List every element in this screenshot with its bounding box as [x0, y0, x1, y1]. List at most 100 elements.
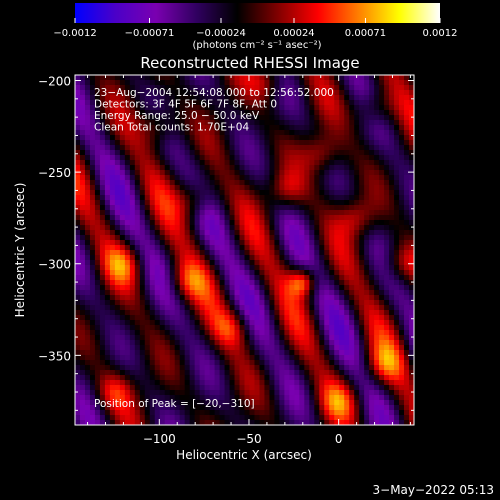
- heatmap-cell: [169, 170, 176, 176]
- heatmap-cell: [319, 310, 325, 316]
- heatmap-cell: [234, 305, 241, 311]
- heatmap-cell: [364, 140, 370, 146]
- heatmap-cell: [134, 330, 141, 336]
- heatmap-cell: [319, 225, 325, 231]
- heatmap-cell: [129, 325, 136, 331]
- heatmap-cell: [354, 100, 360, 106]
- heatmap-cell: [189, 165, 196, 171]
- heatmap-cell: [189, 255, 196, 261]
- heatmap-cell: [199, 135, 206, 141]
- heatmap-cell: [114, 130, 121, 136]
- heatmap-cell: [399, 205, 405, 211]
- heatmap-cell: [134, 110, 141, 116]
- heatmap-cell: [139, 285, 146, 291]
- heatmap-cell: [174, 215, 181, 221]
- heatmap-cell: [354, 225, 360, 231]
- heatmap-cell: [409, 160, 414, 166]
- heatmap-cell: [104, 100, 111, 106]
- heatmap-cell: [94, 405, 101, 411]
- heatmap-cell: [159, 325, 166, 331]
- heatmap-cell: [139, 220, 146, 226]
- heatmap-cell: [199, 240, 206, 246]
- heatmap-cell: [304, 340, 310, 346]
- heatmap-cell: [139, 310, 146, 316]
- heatmap-cell: [264, 180, 271, 186]
- heatmap-cell: [134, 405, 141, 411]
- heatmap-cell: [154, 370, 161, 376]
- heatmap-cell: [409, 380, 414, 386]
- heatmap-cell: [409, 245, 414, 251]
- heatmap-cell: [379, 340, 385, 346]
- heatmap-cell: [254, 150, 261, 156]
- heatmap-cell: [319, 185, 325, 191]
- heatmap-cell: [229, 145, 236, 151]
- heatmap-cell: [179, 355, 186, 361]
- heatmap-cell: [119, 260, 126, 266]
- heatmap-cell: [399, 375, 405, 381]
- heatmap-cell: [269, 240, 276, 246]
- heatmap-cell: [89, 110, 96, 116]
- heatmap-cell: [99, 240, 106, 246]
- heatmap-cell: [199, 155, 206, 161]
- heatmap-cell: [339, 75, 345, 81]
- heatmap-cell: [114, 220, 121, 226]
- heatmap-cell: [264, 270, 271, 276]
- heatmap-cell: [129, 90, 136, 96]
- heatmap-cell: [329, 110, 335, 116]
- heatmap-cell: [204, 265, 211, 271]
- heatmap-cell: [274, 270, 280, 276]
- heatmap-cell: [164, 285, 171, 291]
- heatmap-cell: [79, 140, 86, 146]
- heatmap-cell: [319, 220, 325, 226]
- heatmap-cell: [304, 75, 310, 81]
- heatmap-cell: [394, 180, 400, 186]
- heatmap-cell: [124, 400, 131, 406]
- heatmap-cell: [284, 400, 290, 406]
- heatmap-cell: [354, 290, 360, 296]
- heatmap-cell: [344, 165, 350, 171]
- heatmap-cell: [274, 205, 280, 211]
- heatmap-cell: [89, 225, 96, 231]
- heatmap-cell: [134, 305, 141, 311]
- heatmap-cell: [339, 350, 345, 356]
- heatmap-cell: [219, 280, 226, 286]
- heatmap-cell: [244, 375, 251, 381]
- heatmap-cell: [279, 195, 285, 201]
- heatmap-cell: [189, 280, 196, 286]
- heatmap-cell: [264, 150, 271, 156]
- heatmap-cell: [199, 350, 206, 356]
- heatmap-cell: [199, 235, 206, 241]
- heatmap-cell: [159, 365, 166, 371]
- heatmap-cell: [79, 240, 86, 246]
- heatmap-cell: [399, 210, 405, 216]
- heatmap-cell: [319, 255, 325, 261]
- heatmap-cell: [359, 120, 365, 126]
- heatmap-cell: [339, 195, 345, 201]
- heatmap-cell: [384, 345, 390, 351]
- heatmap-cell: [254, 225, 261, 231]
- heatmap-cell: [294, 215, 300, 221]
- heatmap-cell: [339, 420, 345, 425]
- heatmap-cell: [224, 155, 231, 161]
- heatmap-cell: [134, 310, 141, 316]
- heatmap-cell: [359, 155, 365, 161]
- heatmap-cell: [184, 135, 191, 141]
- heatmap-cell: [214, 270, 221, 276]
- heatmap-cell: [409, 190, 414, 196]
- heatmap-cell: [324, 390, 330, 396]
- heatmap-cell: [194, 75, 201, 81]
- heatmap-cell: [164, 300, 171, 306]
- heatmap-cell: [339, 385, 345, 391]
- heatmap-cell: [399, 285, 405, 291]
- heatmap-cell: [129, 235, 136, 241]
- heatmap-cell: [89, 345, 96, 351]
- heatmap-cell: [194, 105, 201, 111]
- heatmap-cell: [154, 110, 161, 116]
- heatmap-cell: [294, 75, 300, 81]
- heatmap-cell: [364, 145, 370, 151]
- heatmap-cell: [139, 115, 146, 121]
- colorbar-tick-label: −0.0012: [53, 28, 96, 39]
- heatmap-cell: [369, 315, 375, 321]
- heatmap-cell: [244, 195, 251, 201]
- heatmap-cell: [134, 360, 141, 366]
